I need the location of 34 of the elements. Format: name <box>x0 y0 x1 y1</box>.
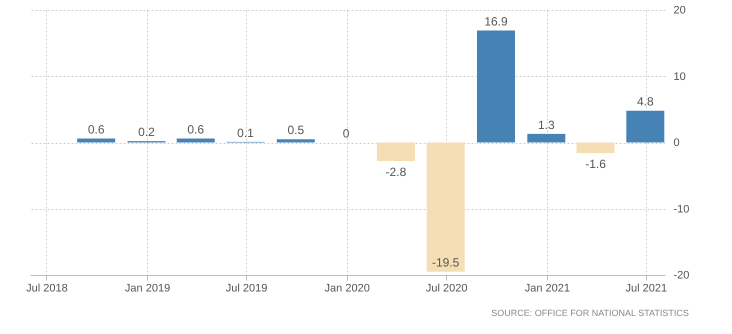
data-label: 1.3 <box>538 118 555 132</box>
bar <box>77 138 116 142</box>
data-label: 16.9 <box>484 14 508 29</box>
bar <box>426 142 465 272</box>
bar <box>626 110 664 142</box>
y-tick-label: 10 <box>674 70 686 83</box>
bar <box>376 142 415 162</box>
bar <box>476 30 515 142</box>
bar <box>176 138 215 142</box>
x-tick-label: Jul 2019 <box>226 282 268 294</box>
x-tick-label: Jul 2020 <box>426 282 468 294</box>
data-label: 0.2 <box>138 125 156 140</box>
bar <box>527 134 566 142</box>
y-tick-label: -20 <box>674 270 690 282</box>
x-tick-label: Jan 2019 <box>124 282 170 294</box>
data-label: 0.6 <box>187 122 204 137</box>
y-tick-label: 20 <box>674 4 686 16</box>
x-tick-label: Jan 2020 <box>324 282 370 294</box>
x-tick-label: Jul 2018 <box>26 282 68 294</box>
bar <box>276 139 315 142</box>
data-label: 4.8 <box>636 94 654 109</box>
data-label: 0.1 <box>237 126 254 140</box>
data-label: 0.5 <box>287 123 304 138</box>
data-label: 0.6 <box>88 122 105 137</box>
x-tick-label: Jul 2021 <box>626 282 668 294</box>
data-label: -19.5 <box>432 256 460 270</box>
source-note: SOURCE: OFFICE FOR NATIONAL STATISTICS <box>491 308 689 318</box>
bar <box>576 142 615 154</box>
data-label: -2.8 <box>386 165 407 180</box>
y-tick-label: -10 <box>674 203 690 216</box>
x-tick-label: Jan 2021 <box>524 282 570 294</box>
data-label: -1.6 <box>585 157 606 172</box>
y-tick-label: 0 <box>674 137 680 149</box>
data-label: 0 <box>342 126 350 140</box>
